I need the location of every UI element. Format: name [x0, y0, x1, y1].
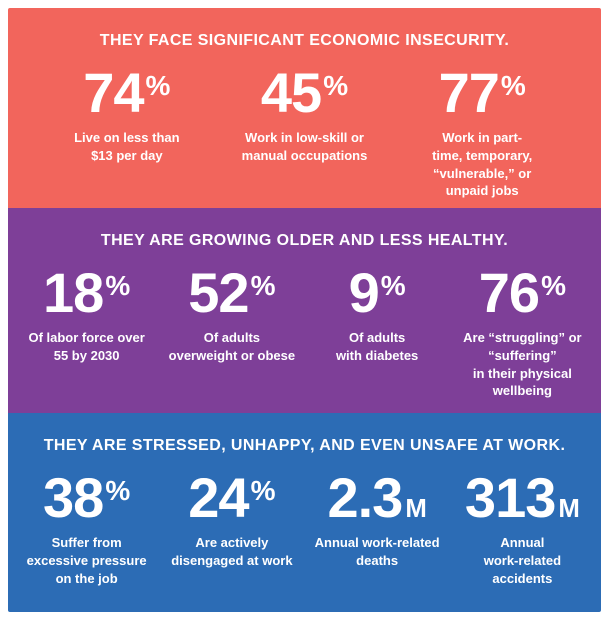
stat-caption: Of adults with diabetes — [335, 329, 419, 363]
stat-unit: % — [105, 475, 131, 507]
stat-number: 77 — [438, 61, 500, 125]
stat-number: 74 — [83, 61, 144, 125]
stat-caption: Are actively disengaged at work — [171, 534, 293, 568]
stat-number: 313 — [464, 466, 556, 530]
stat-value: 45% — [216, 61, 394, 125]
band-title: THEY ARE STRESSED, UNHAPPY, AND EVEN UNS… — [43, 437, 566, 454]
stat-caption: Annual work-related accidents — [483, 534, 562, 586]
stat-unit: M — [558, 495, 580, 524]
stat-value: 9% — [305, 261, 450, 325]
stat-caption: Live on less than $13 per day — [74, 129, 180, 163]
stat-value: 76% — [450, 261, 595, 325]
stat-number: 38 — [43, 466, 104, 530]
stat-unit: % — [250, 270, 276, 302]
stat-item: 77% Work in part- time, temporary, “vuln… — [393, 61, 571, 200]
stat-value: 24% — [159, 466, 304, 530]
stat-value: 52% — [159, 261, 304, 325]
stat-unit: M — [405, 495, 427, 524]
stat-item: 52% Of adults overweight or obese — [159, 261, 304, 364]
stat-unit: % — [250, 475, 276, 507]
stat-number: 2.3 — [327, 466, 403, 530]
stat-value: 77% — [393, 61, 571, 125]
stat-item: 24% Are actively disengaged at work — [159, 466, 304, 569]
stat-caption: Work in low-skill or manual occupations — [241, 129, 368, 163]
stat-caption: Of labor force over 55 by 2030 — [28, 329, 145, 363]
stat-item: 74% Live on less than $13 per day — [38, 61, 216, 164]
stat-unit: % — [500, 70, 526, 102]
stat-unit: % — [323, 70, 349, 102]
stat-number: 52 — [188, 261, 249, 325]
stat-item: 76% Are “struggling” or “suffering” in t… — [450, 261, 595, 400]
stat-item: 9% Of adults with diabetes — [305, 261, 450, 364]
stats-row: 38% Suffer from excessive pressure on th… — [8, 466, 601, 587]
stat-value: 74% — [38, 61, 216, 125]
stat-unit: % — [380, 270, 406, 302]
stat-number: 24 — [188, 466, 249, 530]
stat-number: 18 — [43, 261, 104, 325]
stat-caption: Annual work-related deaths — [314, 534, 440, 568]
stat-item: 45% Work in low-skill or manual occupati… — [216, 61, 394, 164]
stats-row: 74% Live on less than $13 per day 45% Wo… — [8, 61, 601, 200]
stat-unit: % — [105, 270, 131, 302]
stat-caption: Work in part- time, temporary, “vulnerab… — [432, 129, 533, 199]
infographic-poster: THEY FACE SIGNIFICANT ECONOMIC INSECURIT… — [8, 8, 601, 612]
stat-item: 2.3 M Annual work-related deaths — [305, 466, 450, 569]
band-aging-health: THEY ARE GROWING OLDER AND LESS HEALTHY.… — [8, 208, 601, 413]
stat-caption: Suffer from excessive pressure on the jo… — [26, 534, 147, 586]
stat-value: 18% — [14, 261, 159, 325]
band-economic-insecurity: THEY FACE SIGNIFICANT ECONOMIC INSECURIT… — [8, 8, 601, 208]
stat-value: 313 M — [450, 466, 595, 530]
stat-value: 2.3 M — [305, 466, 450, 530]
stats-row: 18% Of labor force over 55 by 2030 52% O… — [8, 261, 601, 400]
stat-item: 18% Of labor force over 55 by 2030 — [14, 261, 159, 364]
band-work-stress: THEY ARE STRESSED, UNHAPPY, AND EVEN UNS… — [8, 413, 601, 612]
band-title: THEY FACE SIGNIFICANT ECONOMIC INSECURIT… — [99, 32, 510, 49]
stat-unit: % — [541, 270, 566, 302]
band-title: THEY ARE GROWING OLDER AND LESS HEALTHY. — [100, 232, 509, 249]
stat-number: 9 — [348, 261, 380, 325]
stat-number: 76 — [478, 261, 540, 325]
stat-item: 313 M Annual work-related accidents — [450, 466, 595, 587]
stat-item: 38% Suffer from excessive pressure on th… — [14, 466, 159, 587]
stat-value: 38% — [14, 466, 159, 530]
stat-number: 45 — [260, 61, 322, 125]
stat-caption: Of adults overweight or obese — [168, 329, 296, 363]
stat-caption: Are “struggling” or “suffering” in their… — [463, 329, 582, 399]
stat-unit: % — [145, 70, 171, 102]
